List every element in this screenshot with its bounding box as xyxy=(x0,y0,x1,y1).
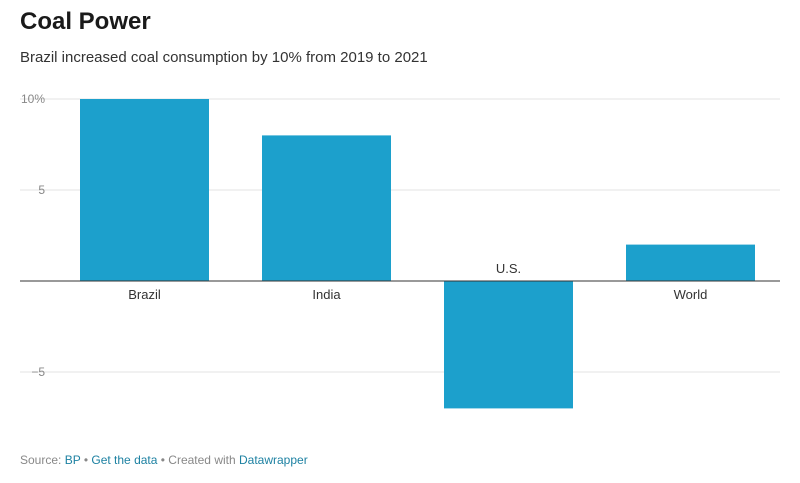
datawrapper-link[interactable]: Datawrapper xyxy=(239,453,308,467)
category-label-india: India xyxy=(312,287,341,302)
category-label-brazil: Brazil xyxy=(128,287,161,302)
y-tick-label-1: 5 xyxy=(38,183,45,197)
bar-world[interactable] xyxy=(626,244,755,281)
category-label-world: World xyxy=(674,287,708,302)
footer-separator: • xyxy=(80,453,92,467)
bar-india[interactable] xyxy=(262,135,391,281)
source-link[interactable]: BP xyxy=(64,453,81,467)
category-label-us: U.S. xyxy=(496,261,521,276)
category-labels: Brazil India U.S. World xyxy=(128,261,707,302)
footer: Source: BP • Get the data • Created with… xyxy=(20,453,308,467)
created-with-text: • Created with xyxy=(157,453,239,467)
y-tick-label-0: 10% xyxy=(21,92,45,106)
y-tick-labels: 10% 5 −5 xyxy=(21,92,45,379)
get-data-link[interactable]: Get the data xyxy=(91,453,158,467)
chart-subtitle: Brazil increased coal consumption by 10%… xyxy=(20,49,428,66)
y-tick-label-2: −5 xyxy=(31,365,45,379)
source-prefix: Source: xyxy=(20,453,65,467)
chart-title: Coal Power xyxy=(20,8,151,35)
bar-us[interactable] xyxy=(444,281,573,409)
bar-brazil[interactable] xyxy=(80,99,209,281)
bars xyxy=(80,99,755,409)
